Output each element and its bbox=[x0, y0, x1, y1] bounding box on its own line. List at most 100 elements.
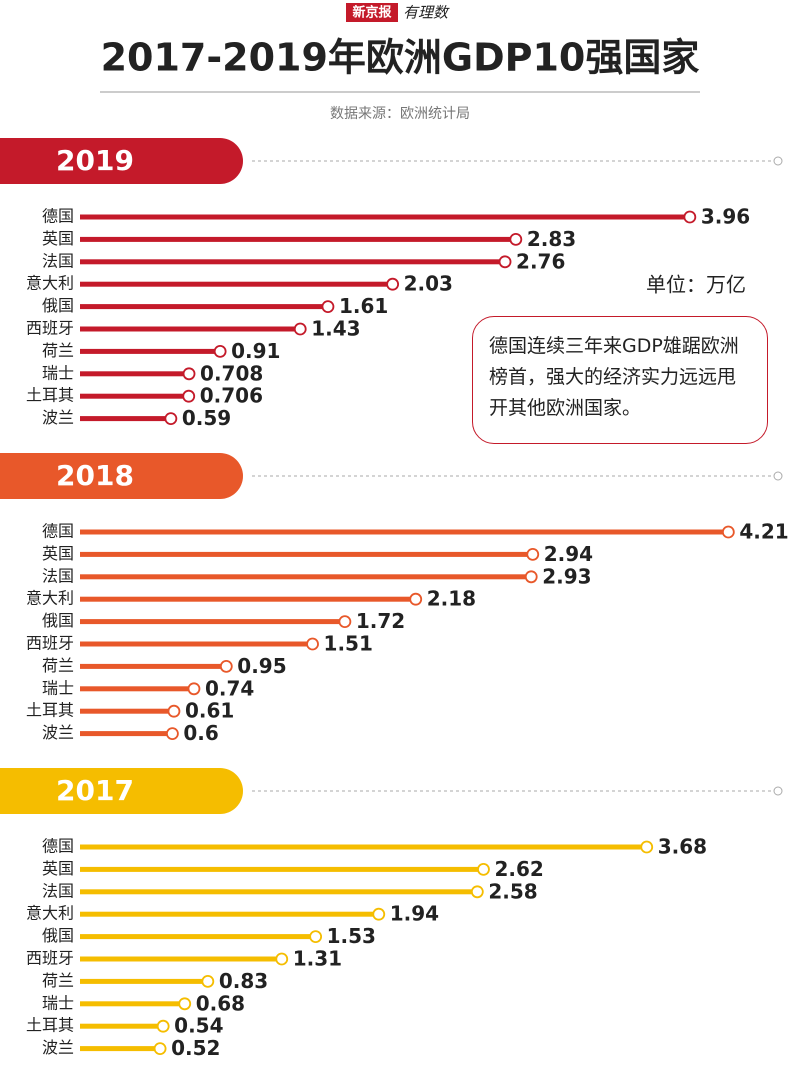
value-label: 3.96 bbox=[701, 205, 750, 229]
category-label: 瑞士 bbox=[42, 363, 74, 382]
value-label: 0.61 bbox=[185, 699, 234, 723]
bar-end bbox=[409, 592, 423, 606]
bar-end bbox=[213, 344, 227, 358]
bar-end bbox=[178, 997, 192, 1011]
value-label: 2.76 bbox=[516, 249, 565, 273]
bar-end bbox=[498, 255, 512, 269]
value-label: 2.93 bbox=[542, 564, 591, 588]
divider-end bbox=[773, 156, 783, 166]
value-label: 0.91 bbox=[231, 339, 280, 363]
bar bbox=[80, 281, 393, 287]
value-label: 0.74 bbox=[205, 676, 254, 700]
bar bbox=[80, 371, 190, 377]
category-label: 德国 bbox=[42, 207, 74, 226]
bar-end bbox=[524, 570, 538, 584]
bar-end bbox=[187, 682, 201, 696]
bar bbox=[80, 978, 208, 984]
category-label: 法国 bbox=[42, 566, 74, 585]
title: 2017-2019年欧洲GDP10强国家 bbox=[101, 36, 700, 80]
bar-end bbox=[182, 367, 196, 381]
year-label: 2017 bbox=[56, 774, 134, 807]
category-label: 荷兰 bbox=[42, 971, 74, 990]
year-tab bbox=[0, 138, 243, 184]
category-label: 德国 bbox=[42, 522, 74, 541]
divider-end bbox=[773, 786, 783, 796]
category-label: 俄国 bbox=[42, 296, 74, 315]
category-label: 法国 bbox=[42, 881, 74, 900]
category-label: 瑞士 bbox=[42, 678, 74, 697]
bar bbox=[80, 641, 313, 647]
bar bbox=[80, 686, 194, 692]
bar bbox=[80, 236, 516, 242]
brand-box bbox=[346, 3, 398, 22]
bar bbox=[80, 889, 478, 895]
bar bbox=[80, 304, 328, 310]
value-label: 0.83 bbox=[219, 969, 268, 993]
bar-end bbox=[509, 232, 523, 246]
bar-end bbox=[167, 704, 181, 718]
bar-end bbox=[293, 322, 307, 336]
value-label: 4.21 bbox=[739, 520, 788, 544]
bar-end bbox=[153, 1042, 167, 1055]
bar bbox=[80, 348, 221, 354]
value-label: 3.68 bbox=[658, 835, 707, 859]
note: 德国连续三年来GDP雄踞欧洲榜首，强大的经济实力远远甩开其他欧洲国家。 bbox=[472, 316, 768, 444]
category-label: 俄国 bbox=[42, 611, 74, 630]
bar-end bbox=[386, 277, 400, 291]
bar bbox=[80, 934, 316, 940]
category-label: 荷兰 bbox=[42, 341, 74, 360]
category-label: 土耳其 bbox=[26, 386, 74, 405]
category-label: 德国 bbox=[42, 837, 74, 856]
category-label: 西班牙 bbox=[26, 634, 74, 653]
bar-end bbox=[640, 840, 654, 854]
bar-end bbox=[470, 885, 484, 899]
year-label: 2019 bbox=[56, 144, 134, 177]
category-label: 英国 bbox=[42, 859, 74, 878]
value-label: 0.706 bbox=[200, 384, 263, 408]
source: 数据来源：欧洲统计局 bbox=[330, 106, 470, 122]
value-label: 2.83 bbox=[527, 227, 576, 251]
bar-end bbox=[683, 210, 697, 224]
category-label: 土耳其 bbox=[26, 1016, 74, 1035]
value-label: 0.95 bbox=[237, 654, 286, 678]
category-label: 意大利 bbox=[26, 274, 74, 293]
value-label: 2.03 bbox=[404, 272, 453, 296]
bar-end bbox=[721, 525, 735, 539]
value-label: 1.51 bbox=[324, 632, 373, 656]
category-label: 意大利 bbox=[26, 904, 74, 923]
bar bbox=[80, 731, 173, 737]
bar bbox=[80, 1046, 161, 1052]
bar bbox=[80, 529, 729, 535]
bar bbox=[80, 416, 171, 422]
divider-end bbox=[773, 471, 783, 481]
value-label: 0.59 bbox=[182, 406, 231, 430]
value-label: 1.43 bbox=[311, 317, 360, 341]
bar bbox=[80, 956, 282, 962]
bar-end bbox=[219, 660, 233, 673]
category-label: 西班牙 bbox=[26, 319, 74, 338]
category-label: 荷兰 bbox=[42, 656, 74, 675]
bar bbox=[80, 259, 506, 265]
value-label: 1.94 bbox=[390, 902, 439, 926]
brand: 新京报 bbox=[352, 5, 392, 21]
value-label: 1.53 bbox=[327, 924, 376, 948]
bar bbox=[80, 1001, 185, 1007]
bar-end bbox=[309, 930, 323, 943]
bar-end bbox=[372, 907, 386, 921]
brand-sub: 有理数 bbox=[403, 4, 450, 22]
value-label: 1.72 bbox=[356, 609, 405, 633]
bar bbox=[80, 844, 647, 850]
bar-end bbox=[338, 615, 352, 628]
bar-end bbox=[201, 975, 215, 988]
bar bbox=[80, 551, 533, 557]
bar-end bbox=[182, 389, 196, 403]
bar bbox=[80, 393, 189, 399]
value-label: 0.52 bbox=[171, 1036, 220, 1060]
category-label: 波兰 bbox=[42, 1038, 74, 1057]
bar-end bbox=[321, 300, 335, 314]
bar bbox=[80, 663, 227, 669]
bar bbox=[80, 866, 484, 872]
bar-end bbox=[164, 412, 178, 426]
